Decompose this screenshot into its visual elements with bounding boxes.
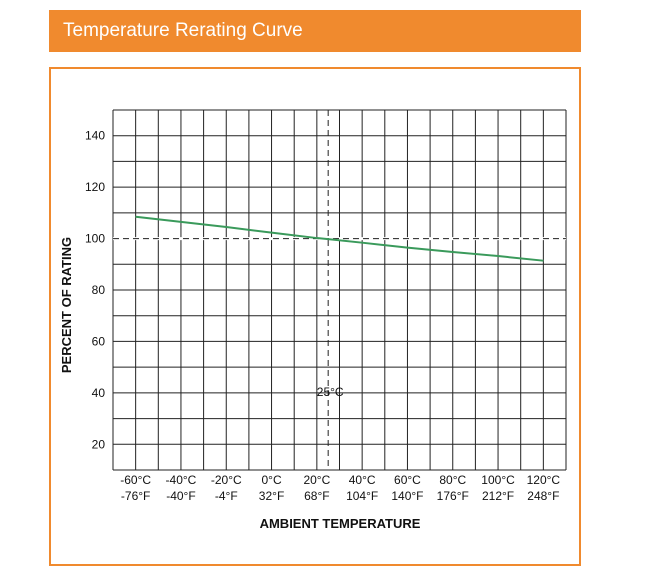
x-tick-label-celsius: -60°C <box>120 473 151 487</box>
x-tick-label-fahrenheit: 104°F <box>346 489 378 503</box>
y-tick-label: 60 <box>92 334 106 348</box>
x-tick-label-celsius: 60°C <box>394 473 421 487</box>
x-tick-label-fahrenheit: 140°F <box>391 489 423 503</box>
x-tick-label-celsius: 120°C <box>527 473 561 487</box>
x-tick-label-fahrenheit: 176°F <box>437 489 469 503</box>
chart-tick-labels: 20 40 60 80 100 120 140 -60°C -76°F -40°C -40°F -20… <box>85 129 560 503</box>
x-tick-label-fahrenheit: -76°F <box>121 489 150 503</box>
x-tick-label-celsius: 40°C <box>349 473 376 487</box>
x-tick-label-fahrenheit: -4°F <box>215 489 238 503</box>
y-tick-label: 80 <box>92 283 106 297</box>
y-tick-label: 20 <box>92 437 106 451</box>
x-tick-label-celsius: 100°C <box>481 473 515 487</box>
y-axis-title: PERCENT OF RATING <box>59 237 74 373</box>
x-tick-label-celsius: -40°C <box>166 473 197 487</box>
x-tick-label-fahrenheit: -40°F <box>166 489 195 503</box>
x-tick-label-celsius: -20°C <box>211 473 242 487</box>
derating-curve <box>135 215 544 262</box>
section-title: Temperature Rerating Curve <box>63 20 303 41</box>
reference-label-25c: 25°C <box>317 385 344 399</box>
x-tick-label-celsius: 80°C <box>439 473 466 487</box>
y-tick-label: 100 <box>85 232 105 246</box>
section-header: Temperature Rerating Curve <box>49 10 581 52</box>
chart-grid <box>112 109 567 471</box>
x-tick-label-fahrenheit: 32°F <box>259 489 284 503</box>
y-tick-label: 40 <box>92 386 106 400</box>
x-axis-title: AMBIENT TEMPERATURE <box>260 516 421 531</box>
y-tick-label: 120 <box>85 180 105 194</box>
chart-frame <box>49 67 581 566</box>
x-tick-label-celsius: 20°C <box>303 473 330 487</box>
chart-series <box>135 215 544 262</box>
reference-lines: 25°C <box>113 110 566 470</box>
x-tick-label-fahrenheit: 212°F <box>482 489 514 503</box>
x-tick-label-fahrenheit: 248°F <box>527 489 559 503</box>
x-tick-label-fahrenheit: 68°F <box>304 489 329 503</box>
y-tick-label: 140 <box>85 129 105 143</box>
x-tick-label-celsius: 0°C <box>261 473 281 487</box>
